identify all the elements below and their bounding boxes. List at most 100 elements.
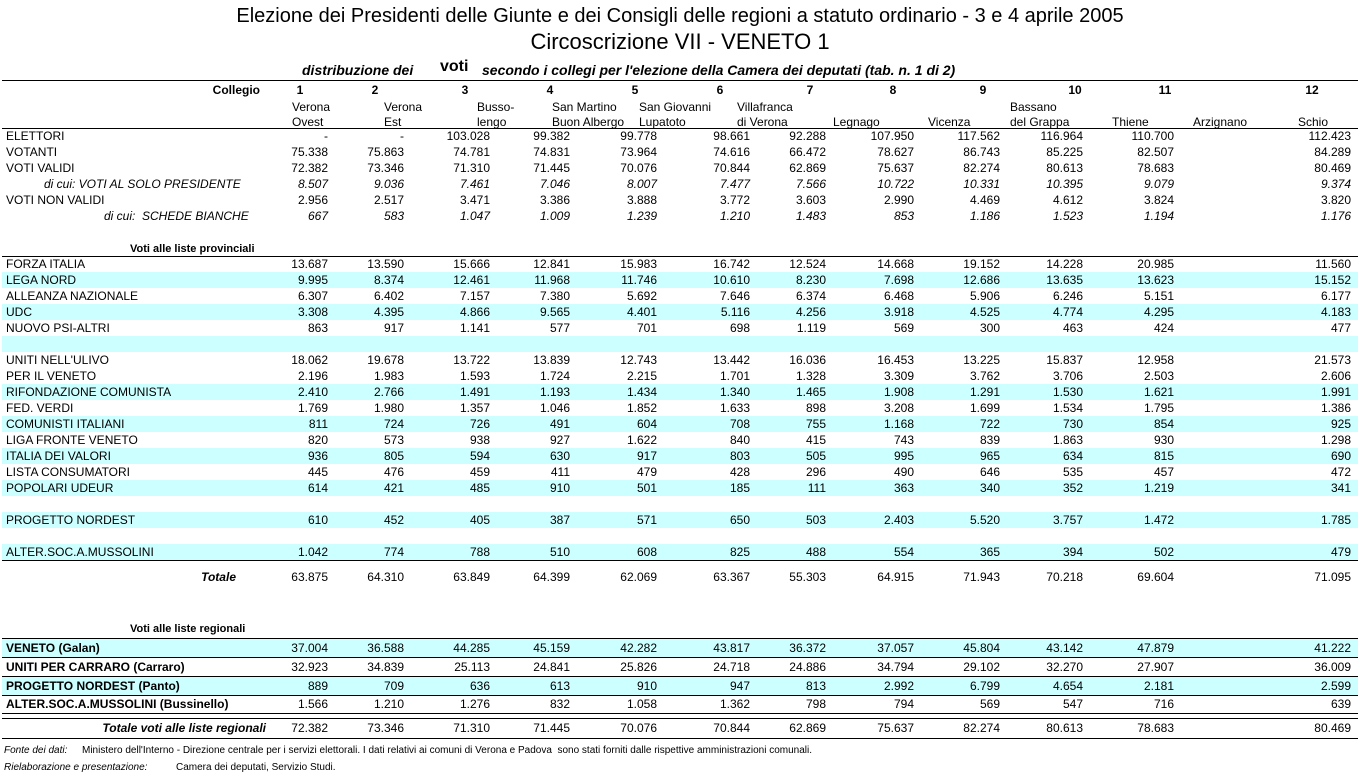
cell: 502 <box>1153 545 1174 559</box>
cell: 995 <box>893 449 914 463</box>
cell: 37.057 <box>877 641 914 655</box>
row-label: NUOVO PSI-ALTRI <box>6 321 110 335</box>
cell: 1.785 <box>1320 513 1351 527</box>
cell: 4.469 <box>969 193 1000 207</box>
row-band <box>2 480 1358 496</box>
cell: 1.239 <box>626 209 657 223</box>
cell: 74.831 <box>533 145 570 159</box>
cell: 820 <box>307 433 328 447</box>
cell: 1.724 <box>539 369 570 383</box>
cell: 72.382 <box>291 161 328 175</box>
cell: 4.183 <box>1320 305 1351 319</box>
cell: 387 <box>549 513 570 527</box>
cell: 488 <box>805 545 826 559</box>
rule <box>2 256 1358 257</box>
rule <box>2 738 1358 739</box>
cell: 7.046 <box>539 177 570 191</box>
row-label: ALTER.SOC.A.MUSSOLINI (Bussinello) <box>6 697 229 711</box>
cell: 938 <box>469 433 490 447</box>
column-name: Verona <box>292 100 331 114</box>
cell: 45.804 <box>963 641 1000 655</box>
cell: 21.573 <box>1314 353 1351 367</box>
cell: 8.374 <box>373 273 404 287</box>
cell: 70.844 <box>713 721 750 735</box>
cell: 698 <box>729 321 750 335</box>
cell: 74.781 <box>453 145 490 159</box>
cell: 13.839 <box>533 353 570 367</box>
cell: 42.282 <box>620 641 657 655</box>
cell: 80.469 <box>1314 721 1351 735</box>
row-label: UNITI PER CARRARO (Carraro) <box>6 660 185 674</box>
cell: 365 <box>979 545 1000 559</box>
cell: 5.906 <box>969 289 1000 303</box>
cell: 2.215 <box>626 369 657 383</box>
cell: 3.820 <box>1320 193 1351 207</box>
cell: 3.706 <box>1052 369 1083 383</box>
cell: 832 <box>549 697 570 711</box>
cell: 63.875 <box>291 570 328 584</box>
column-name: del Grappa <box>1010 115 1070 129</box>
cell: 1.276 <box>459 697 490 711</box>
cell: 103.028 <box>446 129 490 143</box>
column-number: 10 <box>1068 83 1082 97</box>
rule <box>2 638 1358 639</box>
column-number: 2 <box>371 83 379 97</box>
cell: 9.374 <box>1320 177 1351 191</box>
cell: 7.646 <box>719 289 750 303</box>
cell: 78.683 <box>1137 721 1174 735</box>
cell: 3.386 <box>539 193 570 207</box>
cell: 1.983 <box>373 369 404 383</box>
column-name: Ovest <box>292 115 324 129</box>
row-label: LEGA NORD <box>6 273 77 287</box>
cell: 37.004 <box>291 641 328 655</box>
cell: 13.442 <box>713 353 750 367</box>
cell: 11.968 <box>534 273 570 287</box>
cell: 917 <box>636 449 657 463</box>
cell: 1.523 <box>1052 209 1083 223</box>
cell: 1.219 <box>1143 481 1174 495</box>
cell: 6.246 <box>1052 289 1083 303</box>
cell: 501 <box>636 481 657 495</box>
row-band <box>2 272 1358 288</box>
cell: 15.666 <box>453 257 490 271</box>
column-number: 11 <box>1158 83 1172 97</box>
cell: 798 <box>805 697 826 711</box>
cell: 71.095 <box>1314 570 1351 584</box>
cell: 7.477 <box>719 177 750 191</box>
cell: 7.566 <box>795 177 826 191</box>
cell: 2.599 <box>1320 679 1351 693</box>
cell: 99.778 <box>620 129 657 143</box>
cell: 463 <box>1062 321 1083 335</box>
rule <box>2 128 1358 129</box>
cell: 73.346 <box>367 721 404 735</box>
cell: 1.328 <box>795 369 826 383</box>
cell: 13.590 <box>367 257 404 271</box>
cell: 788 <box>469 545 490 559</box>
row-label: LISTA CONSUMATORI <box>6 465 131 479</box>
cell: 10.395 <box>1046 177 1083 191</box>
cell: 1.009 <box>539 209 570 223</box>
row-band <box>2 544 1358 560</box>
collegio-label: Collegio <box>212 83 260 97</box>
cell: 510 <box>549 545 570 559</box>
cell: 13.225 <box>963 353 1000 367</box>
row-label: PROGETTO NORDEST <box>6 513 136 527</box>
cell: 13.623 <box>1137 273 1174 287</box>
cell: 85.225 <box>1046 145 1083 159</box>
column-number: 5 <box>631 83 639 97</box>
cell: 583 <box>383 209 404 223</box>
cell: 62.069 <box>620 570 657 584</box>
cell: 70.076 <box>620 721 657 735</box>
cell: 10.722 <box>877 177 914 191</box>
column-number: 8 <box>889 83 897 97</box>
column-name: San Martino <box>552 100 617 114</box>
cell: 82.274 <box>963 721 1000 735</box>
cell: 117.562 <box>957 129 1001 143</box>
cell: 6.799 <box>969 679 1000 693</box>
row-label: ITALIA DEI VALORI <box>6 449 111 463</box>
rule <box>2 676 1358 677</box>
cell: 724 <box>383 417 404 431</box>
column-name: Thiene <box>1112 115 1149 129</box>
cell: 1.908 <box>883 385 914 399</box>
cell: 99.382 <box>533 129 570 143</box>
